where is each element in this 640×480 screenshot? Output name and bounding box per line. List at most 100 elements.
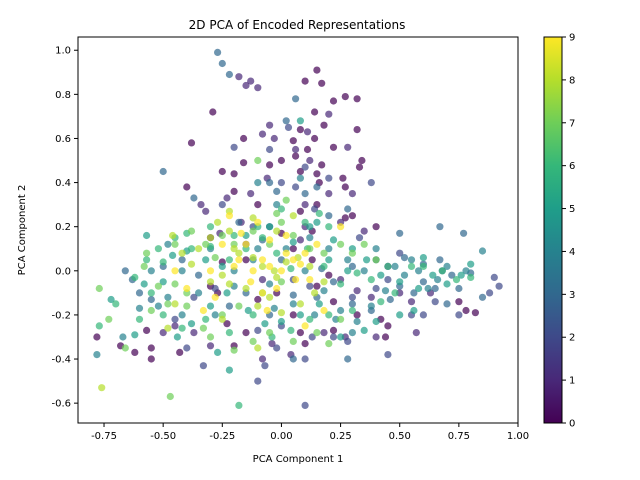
data-point [289,355,297,363]
data-point [320,262,328,270]
x-tick-label: -0.50 [150,431,176,442]
data-point [386,295,394,304]
data-point [419,278,427,286]
data-point [415,267,423,275]
data-point [249,214,257,222]
data-point [301,401,309,409]
data-point [467,273,475,281]
data-point [313,282,321,290]
data-point [296,167,304,176]
y-tick-label: 1.0 [55,46,71,57]
data-point [344,143,352,151]
data-point [225,70,233,79]
data-point [306,223,314,231]
data-point [147,306,155,315]
data-point [159,278,167,286]
data-point [452,276,461,284]
data-point [218,315,226,323]
data-point [225,212,233,220]
data-point [143,256,151,264]
data-point [266,121,274,129]
colorbar-tick-label: 7 [569,118,575,129]
data-point [457,271,465,279]
data-point [424,284,432,293]
data-point [355,234,364,242]
colorbar-tick-label: 3 [569,290,575,301]
data-point [377,271,385,279]
data-point [287,265,295,273]
data-point [131,273,139,281]
data-point [273,284,281,293]
data-point [254,377,262,385]
data-point [360,267,368,275]
data-point [320,287,328,295]
data-point [311,134,319,143]
data-point [407,262,416,270]
data-point [273,344,281,352]
data-point [455,298,463,306]
data-point [325,212,333,220]
data-point [419,254,427,262]
data-point [325,110,333,118]
data-point [353,269,361,277]
data-point [287,326,295,334]
data-point [143,249,151,257]
data-point [98,384,106,392]
data-point [147,267,155,275]
y-tick-label: 0.6 [55,134,71,145]
data-point [303,128,312,136]
data-point [206,342,215,350]
data-point [301,77,309,85]
data-point [282,196,290,204]
data-point [396,278,404,286]
x-axis-label: PCA Component 1 [253,454,344,465]
data-point [254,84,262,92]
data-point [235,302,243,310]
data-point [381,287,390,295]
data-point [235,218,243,226]
data-point [348,293,356,301]
data-point [301,267,309,275]
data-point [249,227,257,235]
data-point [266,161,274,169]
colorbar-tick-label: 5 [569,204,575,215]
data-point [329,97,338,105]
data-point [337,333,345,341]
data-point [121,344,129,352]
data-point [249,311,257,319]
data-point [178,311,186,319]
data-point [218,201,226,209]
data-point [372,223,380,231]
data-point [249,337,257,345]
data-point [206,267,215,275]
data-point [313,329,321,337]
data-point [147,355,155,363]
data-point [199,362,207,370]
data-point [254,302,262,310]
y-axis: -0.6 -0.4 -0.2 0.0 0.2 0.4 0.6 0.8 1.0 [51,46,78,410]
data-point [337,223,345,231]
data-point [306,156,314,165]
data-point [325,245,333,253]
data-point [296,329,304,337]
data-point [282,258,290,266]
data-point [183,344,191,352]
data-point [93,333,101,341]
colorbar-tick-label: 4 [569,247,575,258]
data-point [478,247,487,255]
data-point [206,223,215,231]
data-point [247,278,255,286]
data-point [178,249,186,257]
data-point [329,298,338,306]
y-tick-label: 0.0 [55,266,71,277]
data-point [187,245,196,253]
data-point [202,256,210,264]
data-point [384,351,392,359]
data-point [176,348,184,356]
data-point [296,300,304,308]
data-point [254,201,262,209]
data-point [313,218,321,226]
data-point [218,231,226,240]
data-point [235,73,243,81]
data-point [296,174,304,182]
